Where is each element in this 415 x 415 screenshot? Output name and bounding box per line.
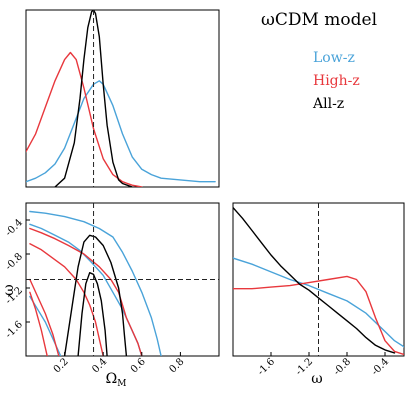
panel-w-marginal: -1.6 -1.2 -0.8 -0.4 bbox=[232, 202, 405, 378]
x-tick-label: 0.6 bbox=[129, 356, 148, 375]
series-line-all-z bbox=[233, 206, 396, 354]
series-line-high-z bbox=[29, 278, 60, 356]
panel-omega-m-marginal bbox=[25, 9, 220, 188]
series-line-all-z bbox=[77, 272, 108, 356]
x-tick-label: 0.8 bbox=[167, 356, 186, 375]
series-line-high-z bbox=[29, 243, 104, 356]
legend-entry-all-z: All-z bbox=[312, 96, 344, 112]
legend-title: ωCDM model bbox=[261, 10, 377, 30]
x-tick-label: -1.6 bbox=[256, 356, 277, 377]
series-line-high-z bbox=[29, 291, 48, 356]
x-tick-label: -0.4 bbox=[370, 356, 391, 377]
legend-entry-high-z: High-z bbox=[313, 73, 360, 89]
series-line-low-z bbox=[233, 257, 404, 348]
series-line-all-z bbox=[54, 10, 133, 187]
series-line-high-z bbox=[26, 51, 143, 187]
x-tick-label: 0.2 bbox=[52, 356, 71, 375]
y-tick-label: -0.4 bbox=[4, 217, 25, 238]
y-tick-label: -1.6 bbox=[4, 319, 25, 340]
series-line-low-z bbox=[26, 80, 216, 183]
y-axis-label-w: ω bbox=[1, 284, 17, 295]
panel-frame bbox=[25, 9, 220, 188]
panel-omega-m-vs-w: 0.2 0.4 0.6 0.8-0.4-0.8-1.2-1.6 bbox=[4, 202, 220, 375]
series-line-low-z bbox=[29, 210, 162, 356]
x-axis-label-omega-m: ΩM bbox=[106, 371, 127, 389]
series-line-all-z bbox=[63, 234, 128, 356]
legend-entry-low-z: Low-z bbox=[313, 50, 355, 66]
y-tick-label: -0.8 bbox=[4, 251, 25, 272]
x-tick-label: -0.8 bbox=[332, 356, 353, 377]
series-line-high-z bbox=[233, 275, 404, 356]
x-axis-label-w: ω bbox=[311, 371, 322, 387]
